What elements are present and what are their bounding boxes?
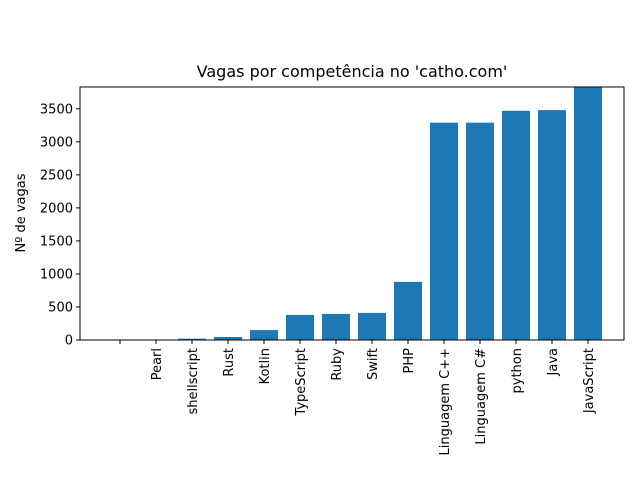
x-tick-label: shellscript (186, 348, 201, 414)
y-tick-label: 1000 (40, 267, 73, 282)
x-tick-label: TypeScript (294, 348, 309, 417)
bar-linguagem-c- (466, 122, 494, 340)
y-tick-label: 1500 (40, 234, 73, 249)
bar-shellscript (178, 338, 206, 340)
x-tick-label: Pearl (150, 348, 165, 380)
x-tick-label: Kotlin (258, 348, 273, 384)
y-tick-label: 2500 (40, 168, 73, 183)
x-tick-label: Java (546, 348, 561, 376)
x-tick-label: python (510, 348, 525, 393)
bar-swift (358, 312, 386, 340)
y-tick-label: 0 (65, 334, 73, 349)
x-tick-label: PHP (402, 348, 417, 374)
bar-kotlin (250, 330, 278, 340)
x-axis-ticks: Pearl shellscript Rust Kotlin TypeScript Ruby… (119, 340, 597, 455)
y-axis-ticks: 0 500 1000 1500 2000 2500 3000 3500 (40, 102, 80, 349)
x-tick-label: JavaScript (582, 348, 597, 414)
bar-java (538, 110, 566, 340)
plot-frame (79, 86, 625, 341)
chart-title: Vagas por competência no 'catho.com' (197, 62, 508, 81)
x-tick-label: Linguagem C++ (438, 348, 453, 455)
y-tick-label: 3500 (40, 102, 73, 117)
y-tick-label: 2000 (40, 201, 73, 216)
bar-rust (214, 337, 242, 340)
y-axis-label: Nº de vagas (14, 173, 29, 252)
bar-php (394, 281, 422, 340)
bars-group (142, 87, 602, 341)
y-tick-label: 500 (48, 300, 73, 315)
x-tick-label: Linguagem C# (474, 348, 489, 445)
bar-typescript (286, 314, 314, 340)
bar-python (502, 110, 530, 341)
x-tick-label: Rust (222, 348, 237, 377)
bar-linguagem-c- (430, 122, 458, 340)
x-tick-label: Swift (366, 348, 381, 380)
bar-javascript (574, 87, 602, 340)
x-tick-label: Ruby (330, 348, 345, 381)
y-tick-label: 3000 (40, 135, 73, 150)
bar-ruby (322, 313, 350, 340)
